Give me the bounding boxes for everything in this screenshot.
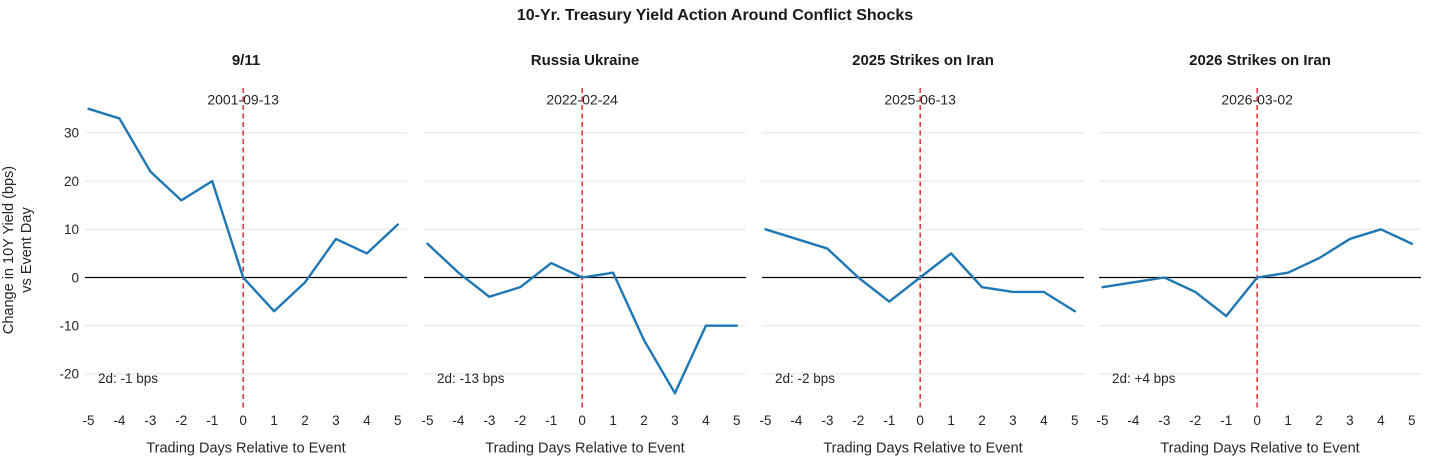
x-tick-label: -1	[883, 413, 895, 428]
x-tick-label: 0	[578, 413, 586, 428]
annotation-2d-change: 2d: +4 bps	[1112, 371, 1176, 386]
x-tick-label: 4	[1377, 413, 1385, 428]
x-tick-label: -2	[514, 413, 526, 428]
x-tick-label: 2	[301, 413, 309, 428]
x-axis-label: Trading Days Relative to Event	[146, 441, 345, 457]
x-tick-label: -3	[821, 413, 833, 428]
annotation-2d-change: 2d: -13 bps	[437, 371, 505, 386]
yield-line	[764, 228, 1077, 313]
x-tick-label: -4	[113, 413, 125, 428]
yield-line	[87, 107, 399, 313]
x-tick-label: 5	[733, 413, 741, 428]
x-tick-label: -5	[759, 413, 771, 428]
panel-4: 2026 Strikes on Iran 2026-03-02 2d: +4 bps…	[1096, 52, 1421, 457]
x-tick-label: -5	[82, 413, 94, 428]
x-tick-label: -3	[1158, 413, 1170, 428]
y-tick-label: -20	[59, 367, 79, 382]
x-tick-label: 2	[1315, 413, 1323, 428]
annotation-2d-change: 2d: -1 bps	[98, 371, 158, 386]
x-tick-label: 2	[640, 413, 648, 428]
x-tick-label: 3	[1009, 413, 1017, 428]
x-tick-label: 0	[239, 413, 247, 428]
event-date-label: 2026-03-02	[1221, 92, 1293, 108]
x-tick-label: -3	[483, 413, 495, 428]
x-tick-label: -1	[206, 413, 218, 428]
x-tick-label: 4	[363, 413, 371, 428]
x-axis-label: Trading Days Relative to Event	[485, 441, 684, 457]
x-axis-label: Trading Days Relative to Event	[823, 441, 1022, 457]
yield-line	[426, 242, 738, 395]
x-tick-label: -1	[545, 413, 557, 428]
panel-title: 2025 Strikes on Iran	[852, 52, 994, 69]
event-date-label: 2025-06-13	[884, 92, 956, 108]
y-tick-label: -10	[59, 319, 79, 334]
x-tick-label: 3	[332, 413, 340, 428]
x-tick-label: -5	[421, 413, 433, 428]
event-date-label: 2022-02-24	[546, 92, 618, 108]
x-axis-label: Trading Days Relative to Event	[1160, 441, 1359, 457]
y-tick-label: 0	[71, 270, 79, 285]
chart-title: 10-Yr. Treasury Yield Action Around Conf…	[516, 7, 914, 24]
x-tick-label: -2	[1189, 413, 1201, 428]
x-tick-label: -3	[144, 413, 156, 428]
x-tick-label: -2	[175, 413, 187, 428]
x-tick-label: 4	[702, 413, 710, 428]
y-axis-label: Change in 10Y Yield (bps) vs Event Day	[1, 166, 35, 334]
x-tick-label: 3	[1346, 413, 1354, 428]
y-tick-label: 30	[64, 126, 79, 141]
x-tick-label: 1	[1284, 413, 1292, 428]
panel-1: 9/11 2001-09-13 2d: -1 bps -5 -4 -3 -2 -1 0 1 2 3 4 5…	[82, 52, 407, 457]
x-tick-label: 1	[609, 413, 617, 428]
x-tick-label: -4	[452, 413, 464, 428]
x-tick-label: 3	[671, 413, 679, 428]
x-tick-label: 2	[978, 413, 986, 428]
x-tick-label: -5	[1096, 413, 1108, 428]
x-tick-label: -1	[1220, 413, 1232, 428]
panel-title: 9/11	[232, 52, 260, 69]
annotation-2d-change: 2d: -2 bps	[775, 371, 835, 386]
x-tick-label: -4	[790, 413, 802, 428]
panel-title: 2026 Strikes on Iran	[1189, 52, 1331, 69]
y-tick-label: 10	[64, 222, 79, 237]
x-tick-label: 1	[947, 413, 955, 428]
x-tick-label: -4	[1127, 413, 1139, 428]
x-tick-label: 0	[916, 413, 924, 428]
panel-title: Russia Ukraine	[531, 52, 639, 69]
event-date-label: 2001-09-13	[207, 92, 279, 108]
x-tick-label: 0	[1253, 413, 1261, 428]
x-tick-label: 1	[270, 413, 278, 428]
panel-2: Russia Ukraine 2022-02-24 2d: -13 bps -5 -4 -…	[421, 52, 746, 457]
x-tick-label: 5	[1071, 413, 1079, 428]
yield-line	[1101, 228, 1414, 318]
panel-3: 2025 Strikes on Iran 2025-06-13 2d: -2 bps…	[759, 52, 1084, 457]
y-tick-label: 20	[64, 174, 79, 189]
x-tick-label: 4	[1040, 413, 1048, 428]
x-tick-label: 5	[1408, 413, 1416, 428]
x-tick-label: -2	[852, 413, 864, 428]
x-tick-label: 5	[394, 413, 402, 428]
